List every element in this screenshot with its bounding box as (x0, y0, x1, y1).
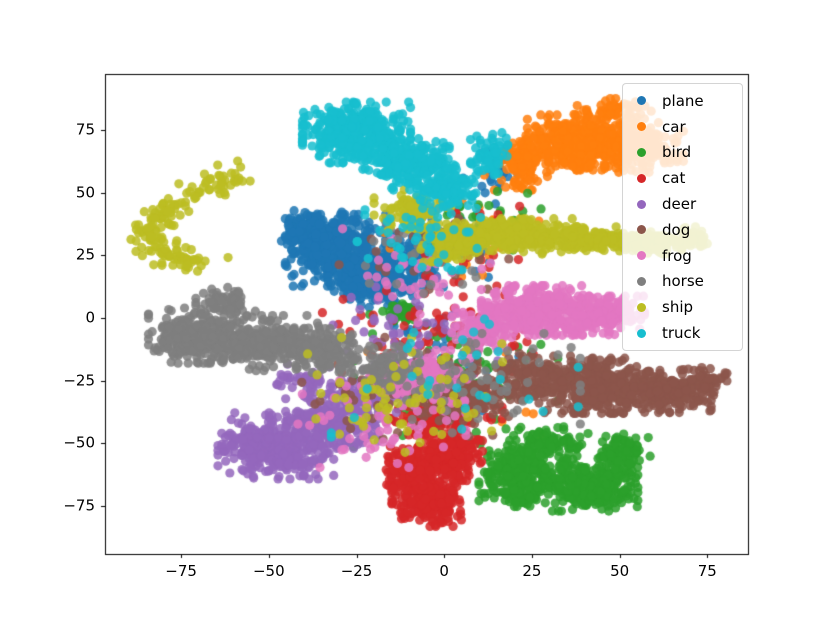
x-tick-label: −25 (340, 562, 373, 580)
legend-item-truck: truck (623, 321, 742, 346)
legend-marker-car-icon (637, 122, 646, 132)
y-tick-label: −75 (63, 496, 95, 515)
legend-label-bird: bird (662, 143, 692, 162)
x-tick-label: −50 (252, 562, 285, 580)
legend-item-horse: horse (623, 269, 742, 294)
legend-marker-bird-icon (637, 147, 646, 157)
x-tick-label: −75 (165, 562, 197, 580)
legend-box: plane car bird cat deer dog frog horse ship truck (622, 83, 743, 351)
x-tick-label: 50 (610, 562, 630, 580)
legend-item-deer: deer (623, 192, 742, 217)
legend-label-deer: deer (662, 195, 697, 214)
legend-label-car: car (662, 117, 686, 136)
y-tick-label: −25 (63, 371, 95, 390)
y-tick-label: 75 (75, 120, 95, 139)
legend-item-ship: ship (623, 295, 742, 320)
legend-item-dog: dog (623, 217, 742, 242)
x-tick-label: 25 (522, 562, 542, 580)
legend-label-horse: horse (662, 272, 704, 291)
x-tick-label: 0 (439, 562, 449, 580)
legend-marker-frog-icon (637, 251, 646, 261)
y-tick-label: −50 (63, 433, 95, 452)
legend-label-plane: plane (662, 91, 704, 110)
legend-label-cat: cat (662, 169, 686, 188)
legend-item-bird: bird (623, 140, 742, 165)
legend-item-car: car (623, 114, 742, 139)
legend-marker-plane-icon (637, 96, 646, 106)
legend-item-plane: plane (623, 88, 742, 113)
legend-marker-horse-icon (637, 276, 646, 286)
x-tick-label: 75 (697, 562, 717, 580)
legend-label-frog: frog (662, 246, 692, 265)
legend-label-ship: ship (662, 298, 694, 317)
legend-label-dog: dog (662, 220, 691, 239)
legend-marker-cat-icon (637, 173, 646, 183)
legend-marker-dog-icon (637, 225, 646, 235)
y-tick-label: 0 (85, 308, 95, 327)
legend-marker-ship-icon (637, 302, 646, 312)
legend-label-truck: truck (662, 324, 701, 343)
legend-item-cat: cat (623, 166, 742, 191)
legend-marker-deer-icon (637, 199, 646, 209)
legend-item-frog: frog (623, 243, 742, 268)
y-tick-label: 50 (75, 183, 95, 202)
legend-marker-truck-icon (637, 328, 646, 338)
y-tick-label: 25 (75, 245, 95, 264)
